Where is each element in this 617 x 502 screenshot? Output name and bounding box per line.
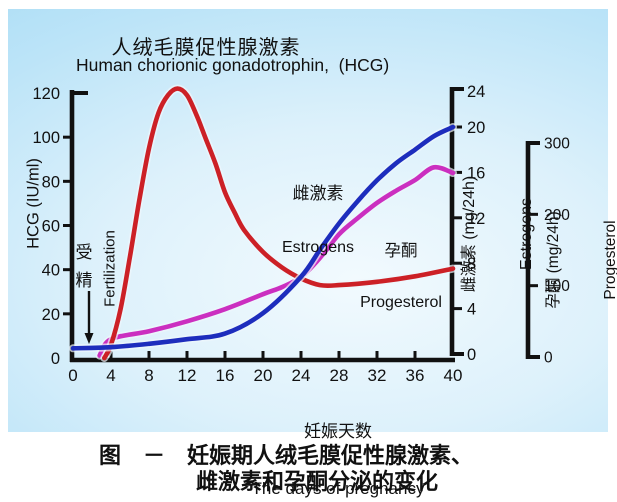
x-tick-label: 32 [368, 366, 387, 385]
x-tick-label: 20 [254, 366, 273, 385]
estrogen-tick-label: 12 [467, 210, 485, 228]
chart-title-en: Human chorionic gonadotrophin, (HCG) [76, 55, 390, 75]
x-axis-label-zh: 妊娠天数 [304, 422, 372, 441]
fert-char-2: 精 [75, 271, 93, 290]
x-tick-label: 16 [216, 366, 235, 385]
hcg-tick-label: 60 [42, 218, 60, 236]
progesterone-tick-label: 0 [544, 350, 553, 367]
x-axis-label: 妊娠天数 The days of pregnancy [238, 384, 438, 502]
estrogens-curve [70, 124, 456, 351]
x-tick-label: 36 [406, 366, 425, 385]
progesterone-tick-label: 200 [544, 207, 570, 224]
x-axis-label-en: The days of pregnancy [251, 479, 425, 498]
x-tick-label: 28 [330, 366, 349, 385]
x-tick-label: 24 [292, 366, 311, 385]
fertilization-label-en: Fertilization [101, 230, 119, 307]
hcg-tick-label: 80 [42, 173, 60, 191]
fertilization-label-zh: 受精 [74, 239, 94, 295]
progesterone-axis-label: 孕酮 (mg/24h) Progesterol [506, 192, 617, 328]
hcg-tick-label: 0 [51, 350, 60, 368]
estrogens-curve-label-en: Estrogens [281, 239, 355, 256]
progesterone-curve-label-zh: 孕酮 [384, 242, 418, 260]
x-tick-label: 40 [444, 366, 463, 385]
hcg-axis-label: HCG (IU/ml) [24, 158, 43, 249]
hcg-tick-label: 20 [42, 306, 60, 324]
progesterone-axis-label-zh: 孕酮 (mg/24h) [545, 211, 562, 309]
estrogen-axis-label-zh: 雌激素 (mg/24h) [461, 175, 478, 293]
axes-group: 0 4 8 12 16 20 24 28 32 36 40020406080100120048121… [32, 83, 570, 385]
hcg-tick-label: 40 [42, 262, 60, 280]
progesterone-tick-label: 100 [544, 278, 570, 295]
chart-title-zh: 人绒毛膜促性腺激素 [111, 37, 301, 59]
x-tick-label: 8 [144, 366, 153, 385]
estrogen-tick-label: 20 [467, 119, 485, 137]
progesterone-tick-label: 300 [544, 136, 570, 153]
progesterone-curve-label: 孕酮 Progesterol [341, 209, 461, 345]
estrogen-tick-label: 24 [467, 83, 485, 101]
estrogen-tick-label: 4 [467, 301, 476, 319]
fert-char-1: 受 [75, 243, 93, 262]
hcg-curve [102, 86, 456, 361]
estrogens-curve-label-zh: 雌激素 [292, 184, 344, 203]
hcg-tick-label: 100 [32, 129, 60, 147]
figure-caption-line2: 雌激素和孕酮分泌的变化 [196, 469, 439, 494]
estrogens-curve-label: 雌激素 Estrogens [258, 149, 378, 293]
estrogen-tick-label: 16 [467, 164, 485, 182]
fertilization-arrow-icon [84, 291, 94, 344]
x-tick-label: 0 [68, 366, 77, 385]
x-tick-label: 12 [178, 366, 197, 385]
progesterone-curve-label-en: Progesterol [360, 294, 442, 311]
estrogen-tick-label: 8 [467, 255, 476, 273]
hcg-tick-label: 120 [32, 85, 60, 103]
curves-group [69, 84, 457, 362]
figure-caption-line1: 图 － 妊娠期人绒毛膜促性腺激素、 [99, 443, 474, 468]
progesterone-axis-label-en: Progesterol [602, 220, 617, 300]
x-tick-label: 4 [106, 366, 115, 385]
estrogen-tick-label: 0 [467, 346, 476, 364]
